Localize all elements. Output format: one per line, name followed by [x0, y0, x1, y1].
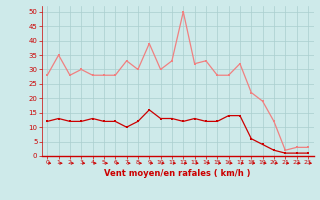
X-axis label: Vent moyen/en rafales ( km/h ): Vent moyen/en rafales ( km/h ): [104, 169, 251, 178]
